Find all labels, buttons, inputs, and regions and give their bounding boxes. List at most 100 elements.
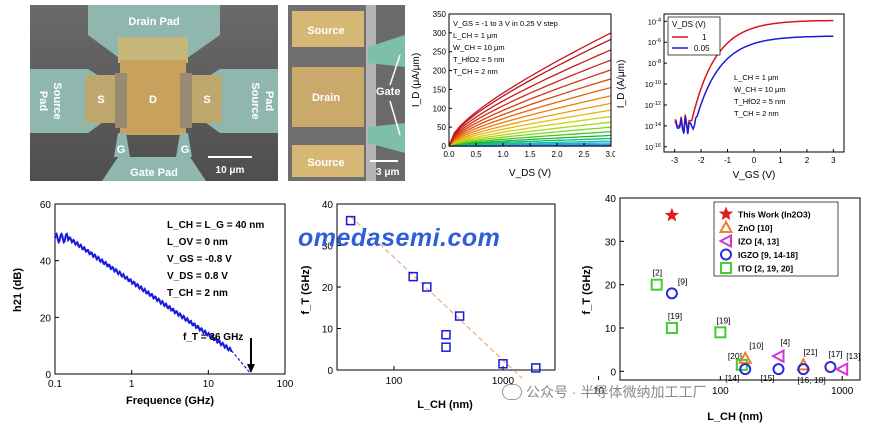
output-curve — [448, 49, 612, 147]
annotation-line-4: T_HfO2 = 5 nm — [453, 55, 504, 64]
output-curve — [448, 32, 612, 147]
y-axis-label: f_T (GHz) — [300, 265, 312, 314]
x-tick-label: -3 — [671, 156, 679, 165]
annotation-line-3: W_CH = 10 μm — [453, 43, 505, 52]
gate-pad-label: Gate Pad — [130, 167, 178, 179]
y-tick-label: 10-10 — [645, 80, 661, 89]
output-characteristics-chart: 0.0 0.5 1.0 1.5 2.0 2.5 3.0 0 50 100 150 200 250 300 3… — [411, 10, 615, 179]
y-tick-label: 50 — [437, 123, 446, 132]
legend-marker-circle — [720, 248, 732, 261]
y-axis-label: f_T (GHz) — [581, 265, 593, 314]
legend-marker-square — [720, 262, 732, 274]
output-curve — [448, 69, 612, 147]
x-tick-label: 0.0 — [443, 150, 455, 159]
reference-label: [20] — [728, 351, 742, 361]
y-tick-label: 40 — [605, 194, 617, 205]
y-tick-label: 0 — [442, 142, 447, 151]
data-point-circle — [797, 363, 810, 376]
data-point-circle — [739, 363, 752, 376]
y-tick-label: 10-14 — [645, 122, 661, 131]
data-point-triangle-up — [738, 350, 753, 364]
drain-pad-label: Drain Pad — [128, 16, 179, 28]
source-bottom-label: Source — [307, 157, 344, 169]
y-tick-label: 100 — [433, 104, 447, 113]
x-tick-label: 2 — [805, 156, 810, 165]
y-tick-label: 10-16 — [645, 143, 661, 152]
plot-frame — [54, 203, 286, 375]
plot-frame — [619, 197, 861, 381]
x-tick-label: 1 — [129, 379, 135, 390]
output-curve — [448, 59, 612, 147]
d-label: D — [149, 94, 157, 106]
data-point — [531, 363, 541, 373]
reference-label: [9] — [678, 276, 687, 286]
g-right-label: G — [181, 144, 190, 156]
series-vds-1-line — [674, 19, 834, 133]
x-tick-label: 100 — [386, 376, 403, 387]
y-tick-label: 0 — [327, 366, 333, 377]
y-tick-label: 40 — [322, 200, 334, 211]
annotation-line-2: W_CH = 10 μm — [734, 85, 786, 94]
data-point-triangle-left — [834, 362, 849, 377]
watermark-wechat-text: 公众号 · 半导体微纳加工工厂 — [526, 384, 707, 400]
gate-label: Gate — [376, 86, 400, 98]
watermark-site: omedasemi.com — [298, 224, 501, 252]
transfer-characteristics-chart: -3 -2 -1 0 1 2 310-1610-1410-1210-1010-810-610… — [616, 13, 845, 181]
data-point — [441, 329, 451, 340]
output-curve — [448, 102, 612, 147]
y-tick-label: 40 — [40, 257, 52, 268]
x-tick-label: 1000 — [831, 386, 854, 397]
x-tick-label: 3.0 — [605, 150, 615, 159]
reference-label: [21] — [803, 347, 817, 357]
data-point-circle — [665, 287, 678, 300]
drain-label: Drain — [312, 92, 340, 104]
gate-arrow-up — [389, 54, 401, 86]
output-curve — [448, 115, 612, 147]
legend-marker-triangle-up — [718, 219, 734, 233]
gate-arrow-down — [389, 100, 401, 136]
x-tick-label: 1.0 — [497, 150, 509, 159]
reference-label: [10] — [749, 340, 763, 350]
g-left-label: G — [117, 144, 126, 156]
legend-entry: ZnO [10] — [738, 223, 773, 233]
x-tick-label: 0 — [752, 156, 757, 165]
legend-marker-triangle-left — [718, 233, 732, 249]
x-axis-label: V_DS (V) — [509, 168, 551, 179]
sem-micrograph-device: Drain Pad Source Pad Source Pad S D S G … — [30, 5, 278, 181]
reference-label: [17] — [828, 349, 842, 359]
y-tick-label: 350 — [433, 10, 447, 19]
scale-label: 10 μm — [216, 165, 245, 176]
s-right-label: S — [203, 94, 210, 106]
source-pad-right-label-2: Pad — [263, 91, 275, 111]
annotation-line-3: V_GS = -0.8 V — [167, 254, 232, 265]
data-point — [454, 311, 465, 321]
annotation-line-2: L_CH = 1 μm — [453, 31, 498, 40]
output-curve — [448, 134, 612, 147]
x-tick-label: 1.5 — [524, 150, 536, 159]
data-point-square — [665, 322, 678, 334]
reference-label: [4] — [780, 337, 789, 347]
annotation-line-5: T_CH = 2 nm — [167, 288, 228, 299]
legend-entry-1: 1 — [702, 33, 707, 42]
annotation-line-4: V_DS = 0.8 V — [167, 271, 228, 282]
y-axis-label: h21 (dB) — [12, 268, 24, 312]
source-pad-left-label-1: Source — [51, 82, 63, 119]
output-curve — [448, 109, 612, 147]
legend-marker-star — [718, 206, 734, 221]
x-tick-label: 100 — [277, 379, 294, 390]
output-curve — [448, 38, 612, 147]
data-point-circle — [824, 361, 837, 373]
data-point — [345, 215, 356, 226]
series-vds-005-line — [674, 35, 834, 135]
reference-label: [14] — [725, 373, 739, 383]
x-tick-label: -2 — [697, 156, 705, 165]
s-left-label: S — [97, 94, 104, 106]
y-tick-label: 0 — [45, 370, 51, 381]
y-tick-label: 10 — [322, 325, 334, 336]
y-tick-label: 150 — [433, 85, 447, 94]
legend-entry: This Work (In2O3) — [738, 210, 811, 220]
annotation-line-5: T_CH = 2 nm — [453, 67, 498, 76]
x-tick-label: 3 — [831, 156, 836, 165]
y-tick-label: 10-12 — [645, 101, 661, 110]
data-point-square — [714, 326, 727, 339]
